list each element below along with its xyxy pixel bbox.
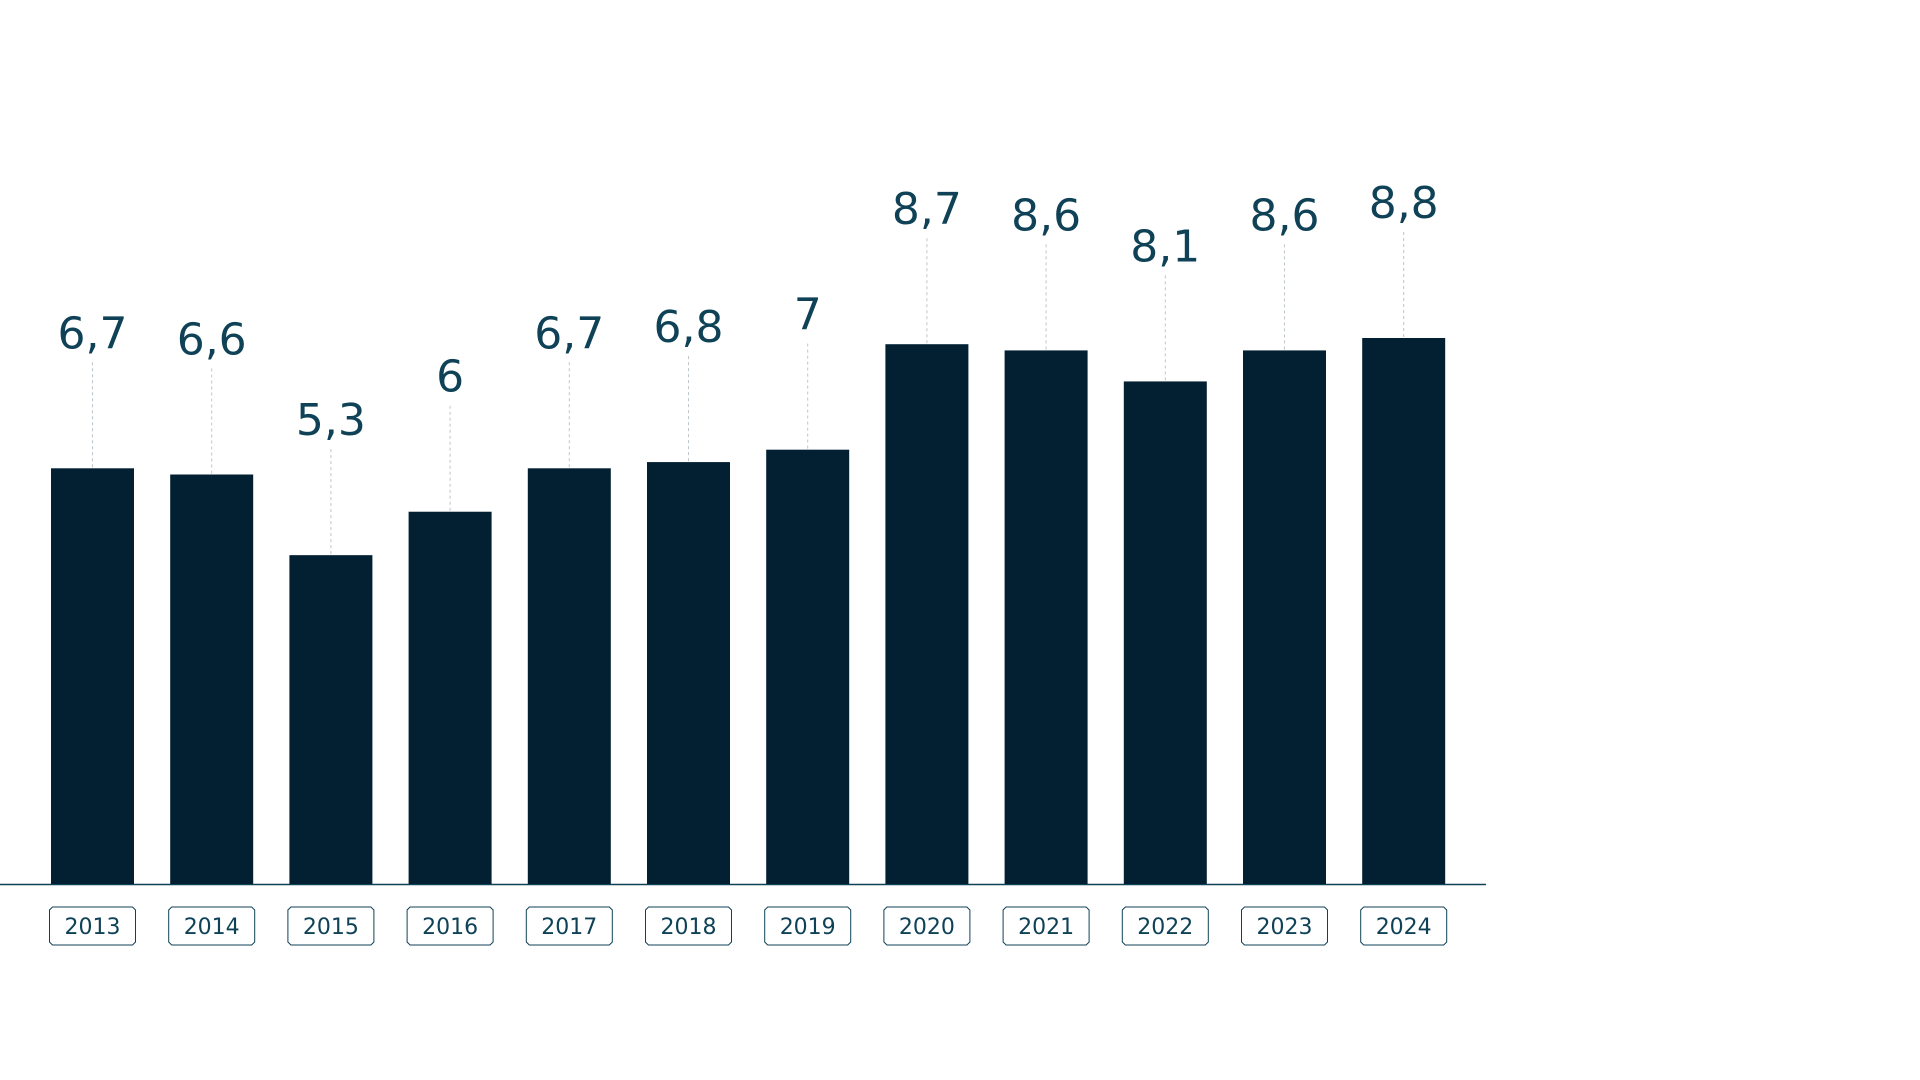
bar-2019 <box>766 449 850 884</box>
value-label-2014: 6,6 <box>177 315 247 366</box>
value-label-2013: 6,7 <box>58 308 128 359</box>
category-pill-border-2018 <box>645 906 732 946</box>
value-label-2015: 5,3 <box>296 395 366 446</box>
category-pill-2023: 2023 <box>1241 906 1328 946</box>
category-pill-2018: 2018 <box>645 906 732 946</box>
category-pill-2014: 2014 <box>168 906 256 946</box>
bar-2016 <box>408 511 492 884</box>
category-label-2017: 2017 <box>541 915 597 940</box>
category-label-2013: 2013 <box>65 915 121 940</box>
category-pill-border-2023 <box>1241 906 1328 946</box>
leader-lines-group <box>92 232 1405 556</box>
bar-2014 <box>170 474 254 884</box>
value-label-2023: 8,6 <box>1250 190 1320 241</box>
category-pill-2022: 2022 <box>1121 906 1209 946</box>
bar-2021 <box>1004 350 1088 885</box>
category-label-2020: 2020 <box>899 915 955 940</box>
category-pill-2019: 2019 <box>764 906 852 946</box>
value-label-2020: 8,7 <box>892 184 962 235</box>
value-label-2024: 8,8 <box>1369 178 1439 229</box>
category-pill-border-2016 <box>406 906 494 946</box>
category-label-2018: 2018 <box>661 915 717 940</box>
category-pill-2013: 2013 <box>49 906 136 946</box>
category-pill-2016: 2016 <box>406 906 494 946</box>
category-pill-2017: 2017 <box>525 906 613 946</box>
category-pill-border-2015 <box>287 906 375 946</box>
category-pill-border-2021 <box>1002 906 1090 946</box>
category-label-2019: 2019 <box>780 915 836 940</box>
category-pill-border-2014 <box>168 906 256 946</box>
bar-2024 <box>1362 338 1446 884</box>
value-label-2018: 6,8 <box>654 302 724 353</box>
value-label-2022: 8,1 <box>1130 221 1200 272</box>
category-pill-border-2019 <box>764 906 852 946</box>
value-label-2019: 7 <box>794 290 822 341</box>
category-label-2016: 2016 <box>422 915 478 940</box>
bars-group <box>51 338 1446 885</box>
bar-2020 <box>885 344 969 884</box>
value-labels-group: 6,7 6,6 5,3 6 6,7 6,8 7 8,7 8,6 8,1 8,6 8,8 <box>58 178 1439 446</box>
category-labels-group: 2013 2014 2015 2016 2017 2018 2019 2020 2021 2022… <box>49 906 1448 946</box>
category-pill-border-2013 <box>49 906 136 946</box>
category-pill-2020: 2020 <box>883 906 971 946</box>
category-label-2022: 2022 <box>1137 915 1193 940</box>
category-label-2023: 2023 <box>1257 915 1313 940</box>
category-label-2015: 2015 <box>303 915 359 940</box>
category-pill-2015: 2015 <box>287 906 375 946</box>
category-label-2024: 2024 <box>1376 915 1432 940</box>
value-label-2021: 8,6 <box>1011 190 1081 241</box>
category-label-2014: 2014 <box>184 915 240 940</box>
value-label-2017: 6,7 <box>534 308 604 359</box>
value-label-2016: 6 <box>436 352 464 403</box>
bar-2017 <box>527 468 611 884</box>
category-pill-2021: 2021 <box>1002 906 1090 946</box>
bar-2023 <box>1243 350 1326 885</box>
category-pill-border-2017 <box>525 906 613 946</box>
category-pill-2024: 2024 <box>1360 906 1448 946</box>
bar-2015 <box>289 555 373 884</box>
bar-2022 <box>1123 381 1207 884</box>
category-pill-border-2020 <box>883 906 971 946</box>
bar-2013 <box>51 468 134 884</box>
category-pill-border-2022 <box>1121 906 1209 946</box>
bar-2018 <box>647 462 730 884</box>
category-pill-border-2024 <box>1360 906 1448 946</box>
category-label-2021: 2021 <box>1018 915 1074 940</box>
